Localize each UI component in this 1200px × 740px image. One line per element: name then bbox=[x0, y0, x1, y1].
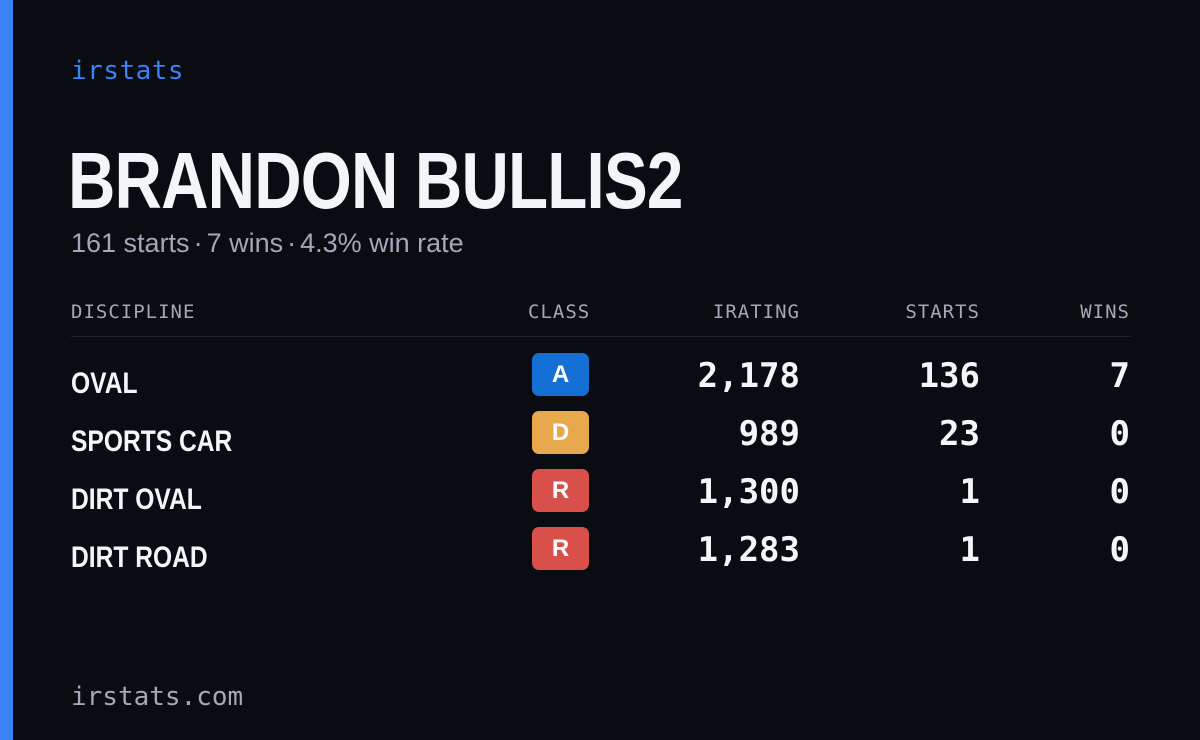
header-starts: STARTS bbox=[905, 301, 980, 323]
accent-bar bbox=[0, 0, 13, 740]
header-irating: IRATING bbox=[712, 301, 800, 323]
table-row: DIRT ROAD R 1,283 1 0 bbox=[71, 527, 1131, 585]
driver-summary: 161 starts · 7 wins · 4.3% win rate bbox=[71, 228, 464, 259]
summary-starts: 161 starts bbox=[71, 228, 190, 258]
summary-wins: 7 wins bbox=[206, 228, 284, 258]
discipline-name: SPORTS CAR bbox=[71, 425, 233, 458]
wins-value: 0 bbox=[1109, 414, 1130, 454]
summary-separator: · bbox=[193, 228, 203, 258]
wins-value: 7 bbox=[1109, 356, 1130, 396]
driver-name: BRANDON BULLIS2 bbox=[68, 136, 683, 225]
table-row: DIRT OVAL R 1,300 1 0 bbox=[71, 469, 1131, 527]
wins-value: 0 bbox=[1109, 530, 1130, 570]
starts-value: 23 bbox=[939, 414, 980, 454]
discipline-name: DIRT ROAD bbox=[71, 541, 208, 574]
starts-value: 1 bbox=[959, 530, 980, 570]
discipline-name: DIRT OVAL bbox=[71, 483, 202, 516]
discipline-name: OVAL bbox=[71, 367, 138, 400]
irating-value: 2,178 bbox=[697, 356, 800, 396]
wins-value: 0 bbox=[1109, 472, 1130, 512]
discipline-table: DISCIPLINE CLASS IRATING STARTS WINS OVA… bbox=[71, 300, 1131, 585]
header-wins: WINS bbox=[1080, 301, 1130, 323]
starts-value: 136 bbox=[918, 356, 980, 396]
irating-value: 1,283 bbox=[697, 530, 800, 570]
class-badge: R bbox=[532, 469, 589, 512]
summary-separator: · bbox=[287, 228, 297, 258]
brand-logo-text: irstats bbox=[71, 56, 185, 86]
class-badge: A bbox=[532, 353, 589, 396]
starts-value: 1 bbox=[959, 472, 980, 512]
footer-url: irstats.com bbox=[71, 682, 244, 712]
header-class: CLASS bbox=[528, 301, 591, 323]
irating-value: 989 bbox=[738, 414, 800, 454]
class-badge: D bbox=[532, 411, 589, 454]
summary-win-rate: 4.3% win rate bbox=[300, 228, 464, 258]
table-body: OVAL A 2,178 136 7 SPORTS CAR D 989 23 0… bbox=[71, 337, 1131, 585]
table-row: OVAL A 2,178 136 7 bbox=[71, 353, 1131, 411]
class-badge: R bbox=[532, 527, 589, 570]
table-row: SPORTS CAR D 989 23 0 bbox=[71, 411, 1131, 469]
header-discipline: DISCIPLINE bbox=[71, 301, 196, 323]
irating-value: 1,300 bbox=[697, 472, 800, 512]
table-header: DISCIPLINE CLASS IRATING STARTS WINS bbox=[71, 300, 1131, 337]
